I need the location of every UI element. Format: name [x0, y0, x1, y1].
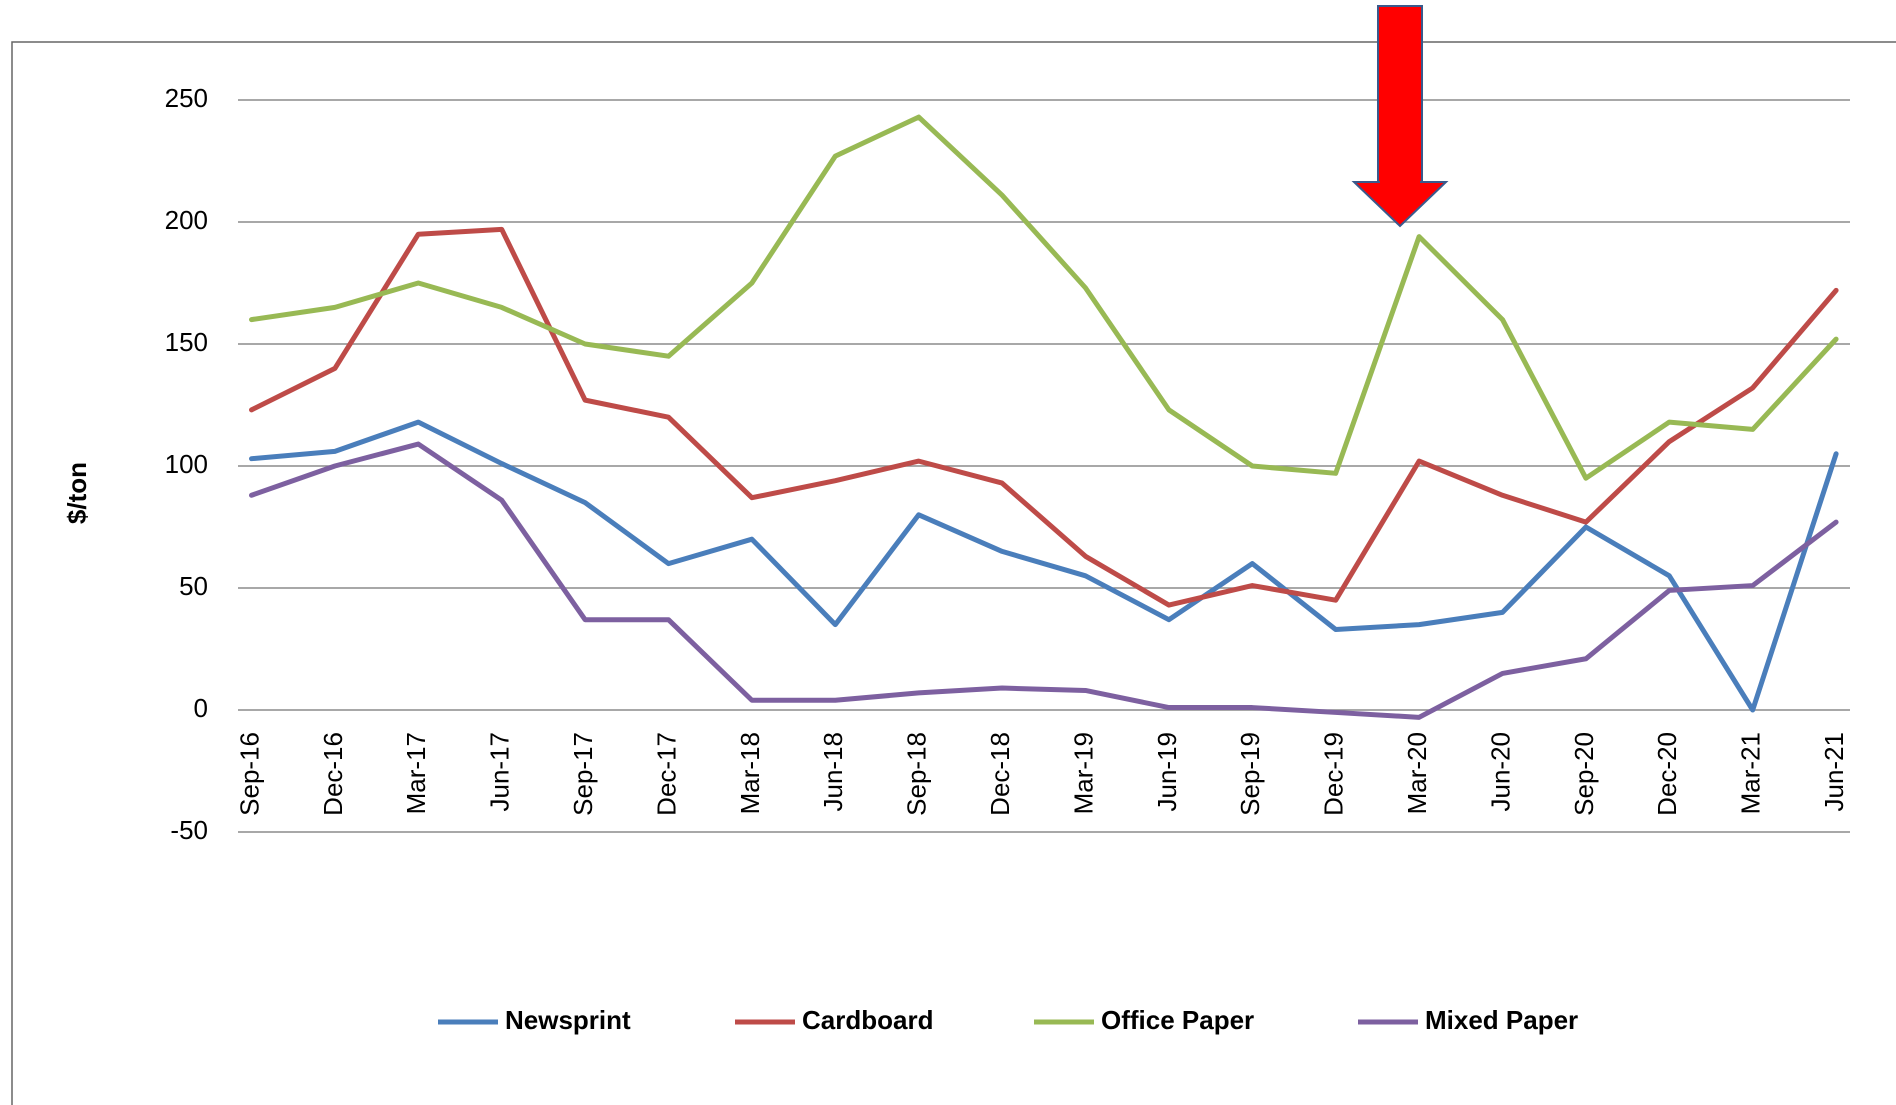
- legend-label: Cardboard: [802, 1005, 933, 1035]
- plot-area: -50 0 50 100 150 200 250 Sep-16 Dec-16 Mar-17 Jun-…: [165, 83, 1850, 845]
- y-axis-label: $/ton: [62, 462, 92, 524]
- y-tick-label: -50: [170, 815, 208, 845]
- x-tick-label: Sep-20: [1569, 732, 1599, 816]
- x-tick-label: Mar-21: [1736, 732, 1766, 814]
- arrow-head: [1351, 181, 1449, 228]
- legend-entry: Mixed Paper: [1358, 1005, 1578, 1035]
- series-line: [249, 114, 1839, 481]
- arrow-shaft: [1377, 5, 1423, 183]
- y-tick-label: 50: [179, 571, 208, 601]
- series-line: [249, 226, 1839, 608]
- legend-label: Office Paper: [1101, 1005, 1254, 1035]
- x-tick-label: Sep-16: [234, 732, 264, 816]
- x-tick-label: Mar-20: [1402, 732, 1432, 814]
- x-tick-label: Dec-20: [1652, 732, 1682, 816]
- x-tick-label: Sep-17: [568, 732, 598, 816]
- x-tick-label: Mar-17: [401, 732, 431, 814]
- annotation-arrow: [1351, 5, 1449, 228]
- x-tick-label: Mar-18: [735, 732, 765, 814]
- y-tick-label: 150: [165, 327, 208, 357]
- x-tick-label: Jun-18: [818, 732, 848, 812]
- x-tick-label: Jun-21: [1819, 732, 1849, 812]
- legend-label: Newsprint: [505, 1005, 631, 1035]
- y-tick-label: 100: [165, 449, 208, 479]
- y-tick-label: 250: [165, 83, 208, 113]
- x-tick-label: Mar-19: [1068, 732, 1098, 814]
- x-tick-label: Jun-17: [485, 732, 515, 812]
- x-tick-label: Dec-19: [1319, 732, 1349, 816]
- x-tick-label: Dec-17: [651, 732, 681, 816]
- x-tick-label: Jun-20: [1485, 732, 1515, 812]
- series-line: [249, 419, 1839, 713]
- legend-label: Mixed Paper: [1425, 1005, 1578, 1035]
- x-tick-label: Dec-16: [318, 732, 348, 816]
- x-tick-label: Dec-18: [985, 732, 1015, 816]
- arrow-join: [1380, 178, 1420, 186]
- y-tick-label: 200: [165, 205, 208, 235]
- legend-entry: Newsprint: [438, 1005, 631, 1035]
- legend-entry: Cardboard: [735, 1005, 933, 1035]
- x-tick-label: Sep-18: [902, 732, 932, 816]
- chart-frame: [11, 41, 1896, 1105]
- legend-entry: Office Paper: [1034, 1005, 1254, 1035]
- series-line: [249, 441, 1839, 720]
- x-tick-label: Jun-19: [1152, 732, 1182, 812]
- y-tick-label: 0: [194, 693, 208, 723]
- x-tick-label: Sep-19: [1235, 732, 1265, 816]
